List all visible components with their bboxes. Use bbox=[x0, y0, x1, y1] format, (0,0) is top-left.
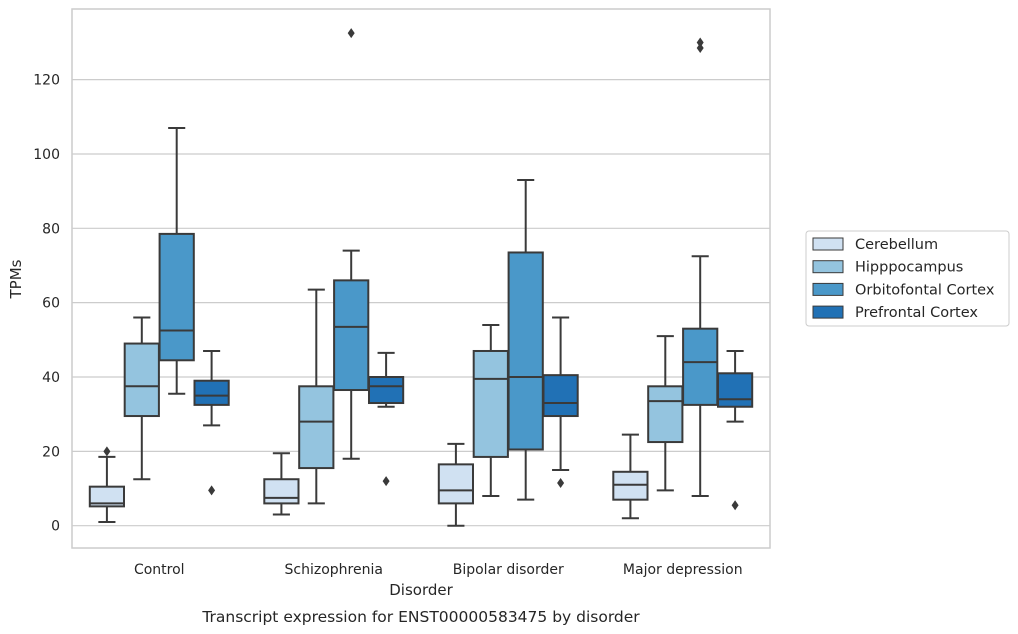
boxes-layer bbox=[88, 28, 754, 527]
box-iqr bbox=[437, 463, 475, 505]
legend-swatch bbox=[812, 282, 844, 296]
y-tick-label: 80 bbox=[42, 221, 60, 237]
box-iqr bbox=[88, 485, 126, 508]
x-tick-label: Major depression bbox=[623, 562, 743, 578]
box-iqr bbox=[193, 379, 230, 406]
y-tick-label: 120 bbox=[33, 73, 60, 89]
box-2-3 bbox=[472, 323, 509, 497]
outlier-point bbox=[557, 477, 565, 488]
box-2-4 bbox=[647, 335, 684, 492]
box-iqr bbox=[298, 385, 335, 470]
box-1-3 bbox=[437, 442, 475, 527]
x-tick-label: Control bbox=[134, 562, 185, 578]
outlier-point bbox=[347, 28, 355, 39]
box-4-1 bbox=[193, 349, 230, 496]
box-1-1 bbox=[88, 446, 126, 523]
box-iqr bbox=[716, 372, 754, 408]
box-iqr bbox=[507, 251, 544, 451]
box-iqr bbox=[158, 232, 195, 362]
box-1-2 bbox=[263, 452, 300, 516]
box-2-1 bbox=[123, 316, 160, 481]
y-tick-label: 40 bbox=[42, 370, 60, 386]
x-tick-label: Schizophrenia bbox=[285, 562, 383, 578]
legend-label: Hipppocampus bbox=[855, 260, 963, 276]
legend-swatch bbox=[812, 305, 844, 319]
y-tick-label: 100 bbox=[33, 147, 60, 163]
outlier-point bbox=[382, 476, 390, 487]
outlier-point bbox=[103, 446, 111, 457]
box-iqr bbox=[367, 376, 405, 405]
box-iqr bbox=[263, 478, 300, 505]
box-4-2 bbox=[367, 351, 405, 487]
y-tick-label: 60 bbox=[42, 296, 60, 312]
box-4-4 bbox=[716, 349, 754, 511]
box-iqr bbox=[542, 374, 579, 418]
legend-label: Prefrontal Cortex bbox=[855, 305, 978, 321]
legend-label: Cerebellum bbox=[855, 237, 938, 253]
y-axis-ticks: 0 20 40 60 80 100 120 bbox=[33, 73, 60, 535]
outlier-point bbox=[696, 43, 704, 54]
box-3-1 bbox=[158, 126, 195, 395]
x-axis-label: Disorder bbox=[389, 581, 453, 599]
box-iqr bbox=[333, 279, 370, 392]
y-tick-label: 20 bbox=[42, 444, 60, 460]
box-iqr bbox=[647, 385, 684, 444]
outlier-point bbox=[696, 37, 704, 48]
legend: Cerebellum Hipppocampus Orbitofontal Corte… bbox=[805, 230, 1010, 327]
x-tick-label: Bipolar disorder bbox=[453, 562, 564, 578]
box-iqr bbox=[472, 349, 509, 458]
box-iqr bbox=[682, 327, 719, 406]
x-axis-ticks: Control Schizophrenia Bipolar disorder Majo… bbox=[134, 562, 743, 578]
y-tick-label: 0 bbox=[51, 519, 60, 535]
box-3-2 bbox=[333, 28, 370, 460]
box-iqr bbox=[123, 342, 160, 418]
legend-swatch bbox=[812, 237, 844, 251]
legend-label: Orbitofontal Cortex bbox=[855, 282, 995, 298]
plot-frame bbox=[71, 8, 771, 549]
box-1-4 bbox=[612, 433, 649, 520]
box-2-2 bbox=[298, 288, 335, 505]
chart-caption: Transcript expression for ENST0000058347… bbox=[201, 608, 640, 626]
outlier-point bbox=[208, 485, 216, 496]
outlier-point bbox=[731, 500, 739, 511]
legend-swatch bbox=[812, 260, 844, 274]
box-3-4 bbox=[682, 37, 719, 497]
legend-frame bbox=[805, 230, 1010, 327]
box-4-3 bbox=[542, 316, 579, 488]
y-axis-label: TPMs bbox=[7, 259, 25, 299]
box-3-3 bbox=[507, 178, 544, 501]
